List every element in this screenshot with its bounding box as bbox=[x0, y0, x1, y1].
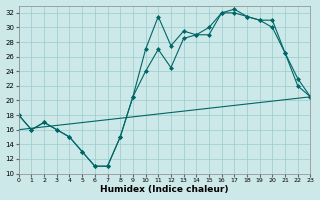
X-axis label: Humidex (Indice chaleur): Humidex (Indice chaleur) bbox=[100, 185, 229, 194]
